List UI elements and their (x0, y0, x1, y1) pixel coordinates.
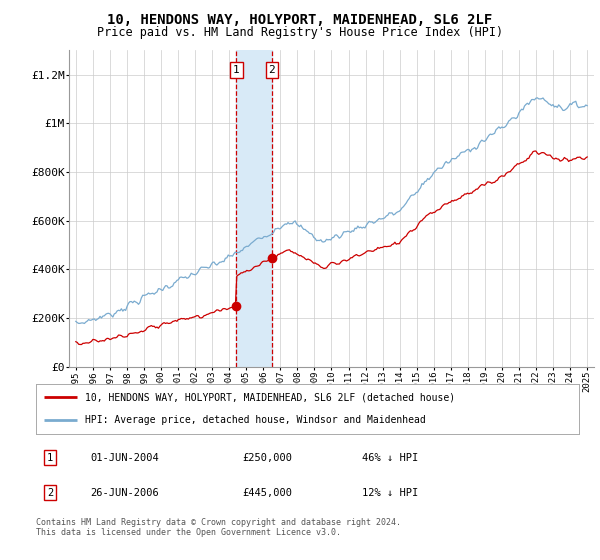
Text: 2: 2 (47, 488, 53, 498)
Text: 1: 1 (233, 65, 240, 75)
Text: 10, HENDONS WAY, HOLYPORT, MAIDENHEAD, SL6 2LF: 10, HENDONS WAY, HOLYPORT, MAIDENHEAD, S… (107, 13, 493, 27)
Text: £250,000: £250,000 (242, 453, 292, 463)
Text: 46% ↓ HPI: 46% ↓ HPI (362, 453, 418, 463)
Text: Price paid vs. HM Land Registry's House Price Index (HPI): Price paid vs. HM Land Registry's House … (97, 26, 503, 39)
Text: Contains HM Land Registry data © Crown copyright and database right 2024.
This d: Contains HM Land Registry data © Crown c… (36, 518, 401, 538)
Text: HPI: Average price, detached house, Windsor and Maidenhead: HPI: Average price, detached house, Wind… (85, 416, 425, 426)
Text: 01-JUN-2004: 01-JUN-2004 (91, 453, 159, 463)
Text: 2: 2 (268, 65, 275, 75)
Text: 12% ↓ HPI: 12% ↓ HPI (362, 488, 418, 498)
Text: 10, HENDONS WAY, HOLYPORT, MAIDENHEAD, SL6 2LF (detached house): 10, HENDONS WAY, HOLYPORT, MAIDENHEAD, S… (85, 392, 455, 402)
Text: 1: 1 (47, 453, 53, 463)
Bar (236, 50, 272, 367)
Text: 26-JUN-2006: 26-JUN-2006 (91, 488, 159, 498)
Text: £445,000: £445,000 (242, 488, 292, 498)
